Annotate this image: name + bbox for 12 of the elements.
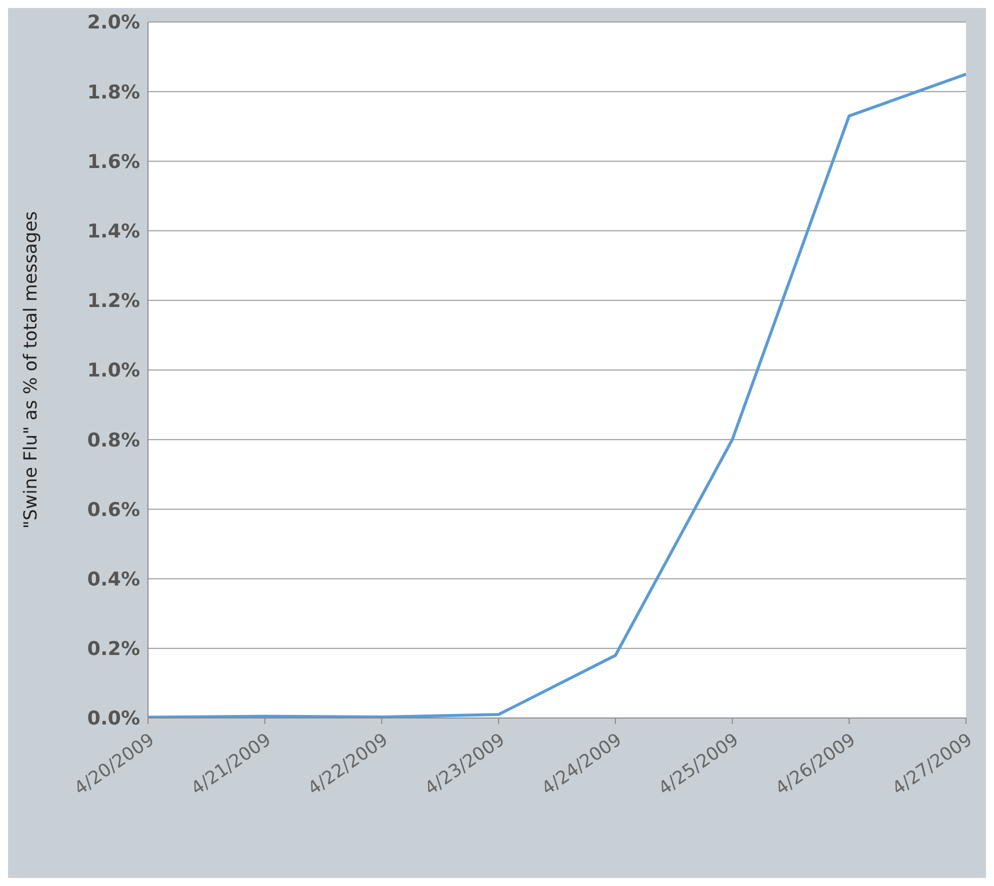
y-tick-label: 1.2% (87, 290, 140, 312)
y-tick-label: 0.6% (87, 498, 140, 521)
y-tick-label: 1.4% (87, 220, 140, 243)
y-tick-label: 2.0% (87, 12, 140, 34)
y-tick-label: 0.4% (87, 568, 140, 591)
y-tick-label: 0.8% (87, 429, 140, 452)
y-tick-label: 1.0% (87, 360, 140, 382)
y-tick-label: 0.2% (87, 638, 140, 660)
y-tick-label: 0.0% (87, 708, 140, 730)
y-tick-label: 1.6% (87, 150, 140, 173)
y-tick-label: 1.8% (87, 81, 140, 104)
y-axis-title: "Swine Flu" as % of total messages (20, 211, 42, 529)
